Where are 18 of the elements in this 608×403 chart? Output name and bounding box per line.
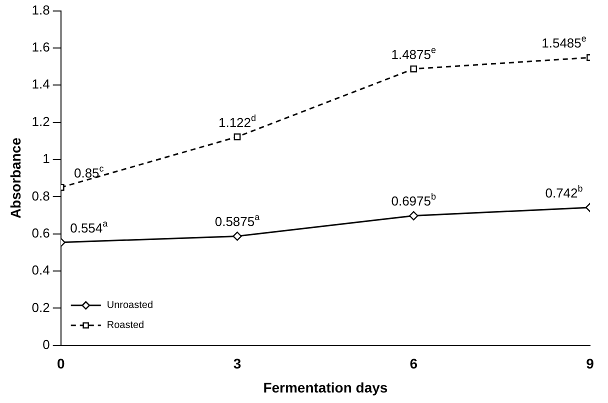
x-tick-label: 6 — [410, 356, 418, 372]
y-tick-label: 0.8 — [32, 188, 50, 204]
y-tick-label: 1.2 — [32, 114, 50, 129]
x-tick-label: 3 — [233, 356, 242, 372]
x-tick-label: 9 — [586, 356, 594, 372]
y-tick-label: 1.8 — [32, 2, 50, 18]
x-axis-title: Fermentation days — [263, 379, 388, 396]
y-tick-label: 1 — [42, 151, 50, 166]
y-tick-label: 0.6 — [32, 225, 50, 240]
y-tick-label: 1.6 — [32, 40, 50, 55]
x-tick-label: 0 — [56, 356, 65, 372]
legend-label: Roasted — [106, 320, 144, 332]
y-tick-label: 1.4 — [32, 76, 50, 92]
y-tick-label: 0.2 — [32, 300, 50, 315]
y-tick-label: 0.4 — [32, 262, 50, 278]
legend-label: Unroasted — [106, 300, 154, 312]
y-axis-title: Absorbance — [7, 137, 24, 219]
y-tick-label: 0 — [42, 336, 50, 352]
